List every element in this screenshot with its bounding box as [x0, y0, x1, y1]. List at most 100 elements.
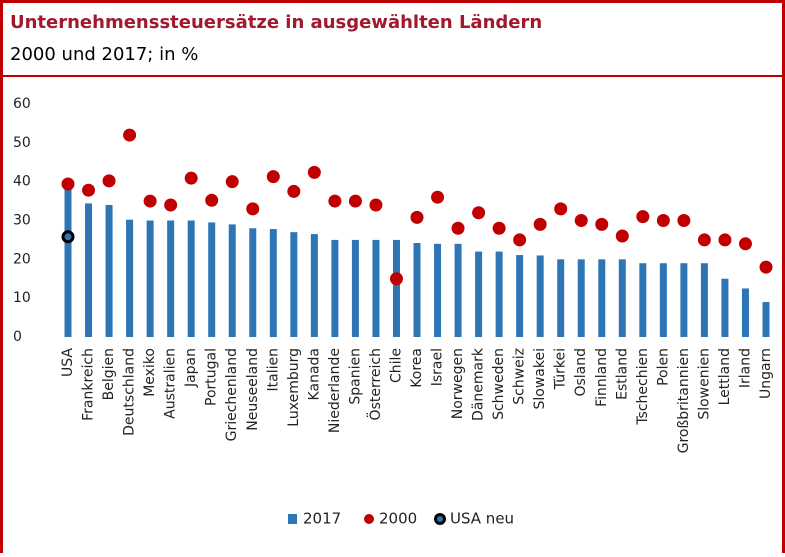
- bar: [577, 259, 585, 337]
- dot: [759, 260, 773, 274]
- bar: [64, 185, 72, 337]
- dot: [369, 198, 383, 212]
- dot: [205, 193, 219, 207]
- bar: [495, 251, 503, 337]
- usa-neu-dot: [61, 230, 75, 244]
- x-tick-label: Spanien: [347, 348, 363, 405]
- bar: [516, 255, 524, 337]
- dot: [718, 233, 732, 247]
- bar: [249, 228, 257, 337]
- bar: [618, 259, 626, 337]
- x-tick-label: Schweden: [491, 348, 507, 420]
- dot: [328, 194, 342, 208]
- dot: [287, 184, 301, 198]
- dot: [184, 171, 198, 185]
- dot: [389, 272, 403, 286]
- legend-label: USA neu: [450, 510, 514, 528]
- bar: [126, 219, 134, 337]
- dot: [636, 210, 650, 224]
- dot: [246, 202, 260, 216]
- x-tick-label: Österreich: [366, 348, 384, 420]
- bar: [639, 263, 647, 337]
- bar: [351, 239, 359, 337]
- dot: [143, 194, 157, 208]
- y-tick-label: 40: [13, 174, 31, 190]
- x-tick-label: Israel: [430, 348, 446, 386]
- dot: [554, 202, 568, 216]
- dot: [615, 229, 629, 243]
- x-tick-label: Estland: [614, 348, 630, 400]
- y-tick-label: 60: [13, 96, 31, 112]
- bar: [598, 259, 606, 337]
- dot: [225, 175, 239, 189]
- bar: [331, 239, 339, 337]
- bar: [413, 243, 421, 337]
- dot: [307, 165, 321, 179]
- bar: [105, 204, 113, 337]
- dot: [656, 214, 670, 227]
- dot: [697, 233, 711, 247]
- dot: [574, 214, 588, 227]
- x-tick-label: Australien: [163, 348, 179, 419]
- x-tick-label: Schweiz: [512, 348, 528, 405]
- dot: [533, 217, 547, 231]
- legend-swatch: [364, 514, 374, 524]
- dot: [595, 217, 609, 231]
- bar: [475, 251, 483, 337]
- bar: [680, 263, 688, 337]
- x-tick-label: Griechenland: [224, 348, 240, 441]
- bar: [434, 243, 442, 337]
- x-tick-label: Slowakei: [532, 348, 548, 409]
- dot: [266, 170, 280, 184]
- x-tick-label: Mexiko: [142, 348, 158, 397]
- x-tick-label: Ungarn: [758, 348, 774, 399]
- bar: [454, 243, 462, 337]
- chart-title: Unternehmenssteuersätze in ausgewählten …: [10, 12, 542, 33]
- bar: [700, 263, 708, 337]
- y-tick-label: 10: [13, 290, 31, 306]
- bar: [310, 234, 318, 337]
- x-tick-label: Irland: [737, 348, 753, 388]
- bar: [146, 220, 154, 337]
- x-tick-label: Kanada: [306, 348, 322, 400]
- dot: [472, 206, 486, 220]
- x-tick-label: Türkei: [553, 348, 569, 390]
- x-tick-label: Niederlande: [327, 348, 343, 433]
- x-tick-label: Belgien: [101, 348, 117, 400]
- dot: [410, 210, 424, 224]
- x-tick-label: Dänemark: [471, 347, 487, 421]
- legend-label: 2000: [379, 510, 417, 528]
- y-tick-label: 20: [13, 251, 31, 267]
- x-tick-label: Luxemburg: [286, 348, 302, 427]
- dot: [102, 174, 116, 188]
- x-tick-label: Chile: [388, 348, 404, 383]
- dot: [738, 237, 752, 251]
- legend-swatch: [288, 514, 297, 524]
- x-tick-label: Osland: [573, 348, 589, 397]
- dot: [513, 233, 527, 247]
- bar: [290, 232, 298, 337]
- x-tick-label: Deutschland: [122, 348, 138, 436]
- legend-swatch: [434, 513, 446, 525]
- bar: [536, 255, 544, 337]
- bar: [762, 302, 770, 337]
- bar: [659, 263, 667, 337]
- bar: [557, 259, 565, 337]
- x-tick-label: Großbritannien: [676, 348, 692, 453]
- bar: [187, 220, 195, 337]
- dot: [677, 214, 691, 227]
- dot: [431, 190, 445, 204]
- x-tick-label: Frankreich: [81, 348, 97, 421]
- x-tick-label: Slowenien: [696, 348, 712, 420]
- dot: [61, 177, 75, 191]
- x-tick-label: Portugal: [204, 348, 220, 406]
- bar: [228, 224, 236, 337]
- dot: [164, 198, 178, 212]
- dot: [451, 221, 465, 235]
- dot: [348, 194, 362, 208]
- bar: [167, 220, 175, 337]
- bar: [392, 239, 400, 337]
- bar: [372, 239, 380, 337]
- bar: [85, 203, 93, 337]
